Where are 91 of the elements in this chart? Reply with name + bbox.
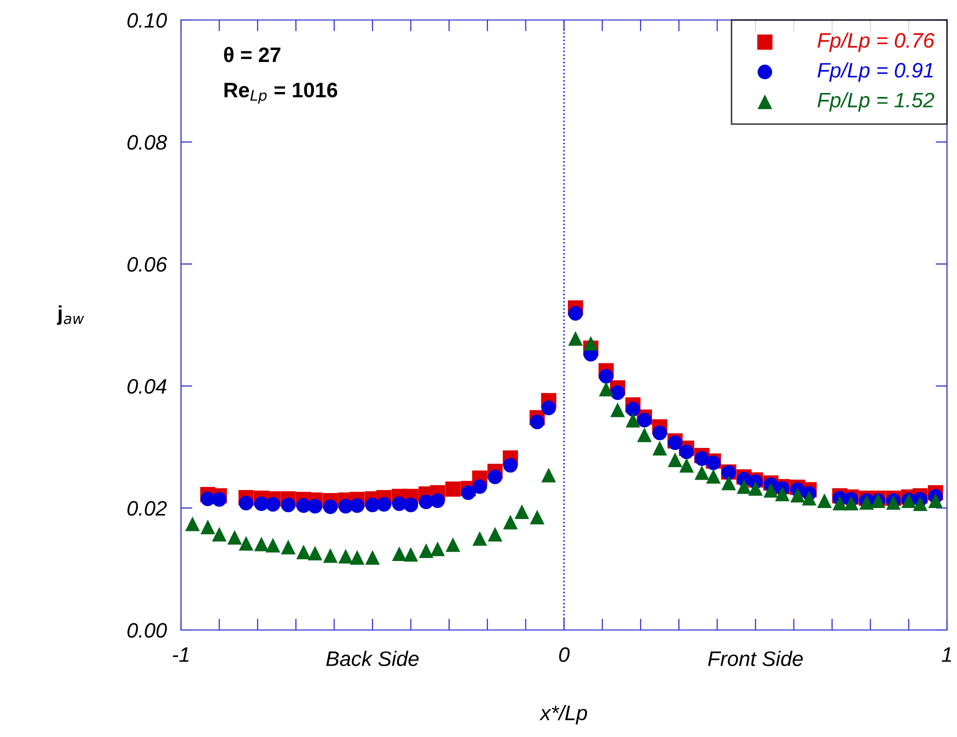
point bbox=[308, 546, 322, 560]
point bbox=[200, 520, 216, 534]
point bbox=[296, 544, 311, 560]
point bbox=[280, 498, 296, 512]
point bbox=[445, 481, 461, 497]
point bbox=[323, 548, 338, 563]
point bbox=[584, 336, 598, 351]
point bbox=[266, 497, 280, 512]
y-tick-label: 0.10 bbox=[127, 13, 167, 28]
point bbox=[323, 499, 338, 514]
point bbox=[541, 400, 556, 416]
point bbox=[503, 458, 518, 473]
point bbox=[706, 468, 721, 484]
y-tick-label: 0.06 bbox=[127, 257, 168, 272]
point bbox=[652, 440, 668, 456]
point bbox=[227, 530, 242, 545]
point bbox=[637, 412, 652, 428]
point bbox=[350, 550, 364, 565]
point bbox=[817, 493, 832, 508]
y-axis-title: j$_{aw}$ bbox=[56, 305, 84, 325]
point bbox=[610, 402, 625, 418]
point bbox=[460, 485, 476, 500]
point bbox=[530, 414, 544, 430]
point bbox=[568, 306, 583, 321]
x-tick-label: -1 bbox=[172, 647, 189, 662]
text: Back Side bbox=[326, 650, 419, 666]
point bbox=[568, 331, 583, 346]
point bbox=[392, 546, 407, 562]
point bbox=[748, 481, 763, 496]
point bbox=[212, 492, 227, 507]
point bbox=[626, 402, 640, 416]
point bbox=[679, 458, 694, 473]
point bbox=[802, 490, 816, 506]
point bbox=[503, 514, 518, 530]
legend-label: Fp/Lp = 1.52 bbox=[818, 92, 934, 112]
point bbox=[238, 536, 254, 551]
point bbox=[430, 542, 445, 556]
y-tick-label: 0.00 bbox=[127, 623, 167, 638]
x-tick-label: 0 bbox=[559, 647, 570, 662]
point bbox=[652, 426, 668, 440]
point bbox=[350, 498, 364, 513]
point bbox=[790, 488, 805, 502]
point bbox=[418, 543, 434, 558]
point bbox=[679, 444, 694, 460]
point bbox=[637, 428, 652, 442]
x-axis-title: x*/Lp bbox=[539, 704, 588, 724]
annotation: θ = 27 bbox=[224, 46, 280, 62]
point bbox=[488, 470, 502, 484]
y-tick-label: 0.04 bbox=[127, 379, 166, 394]
point bbox=[212, 526, 227, 542]
point bbox=[404, 547, 418, 562]
point bbox=[721, 476, 736, 490]
legend-label: Fp/Lp = 0.91 bbox=[818, 62, 933, 82]
point bbox=[338, 548, 353, 564]
legend-label: Fp/Lp = 0.76 bbox=[818, 32, 935, 52]
point bbox=[280, 540, 296, 554]
point bbox=[308, 498, 322, 514]
x-tick-label: 1 bbox=[942, 647, 952, 662]
point bbox=[376, 497, 392, 512]
point bbox=[266, 538, 280, 552]
text: Front Side bbox=[708, 650, 803, 666]
annotation: Re$_{Lp}$ = 1016 bbox=[224, 82, 338, 104]
y-tick-label: 0.08 bbox=[127, 135, 167, 150]
point bbox=[185, 516, 200, 532]
point bbox=[912, 496, 928, 512]
point bbox=[844, 496, 859, 510]
point bbox=[472, 531, 488, 546]
point bbox=[928, 493, 943, 508]
y-tick-label: 0.02 bbox=[127, 501, 167, 516]
point bbox=[668, 452, 682, 468]
point bbox=[446, 537, 460, 552]
point bbox=[832, 496, 848, 510]
point bbox=[488, 526, 502, 542]
point bbox=[541, 468, 556, 482]
point bbox=[430, 493, 445, 508]
point bbox=[530, 510, 544, 524]
point bbox=[365, 550, 380, 565]
point bbox=[610, 385, 625, 400]
point bbox=[764, 483, 778, 498]
point bbox=[404, 498, 418, 512]
point bbox=[598, 382, 614, 396]
point bbox=[775, 486, 790, 502]
point bbox=[254, 536, 269, 552]
point bbox=[694, 451, 710, 466]
point bbox=[514, 504, 530, 519]
point bbox=[598, 368, 614, 384]
point bbox=[694, 465, 710, 480]
point bbox=[736, 479, 752, 494]
point bbox=[238, 496, 254, 510]
point bbox=[472, 479, 488, 494]
point bbox=[626, 412, 640, 428]
